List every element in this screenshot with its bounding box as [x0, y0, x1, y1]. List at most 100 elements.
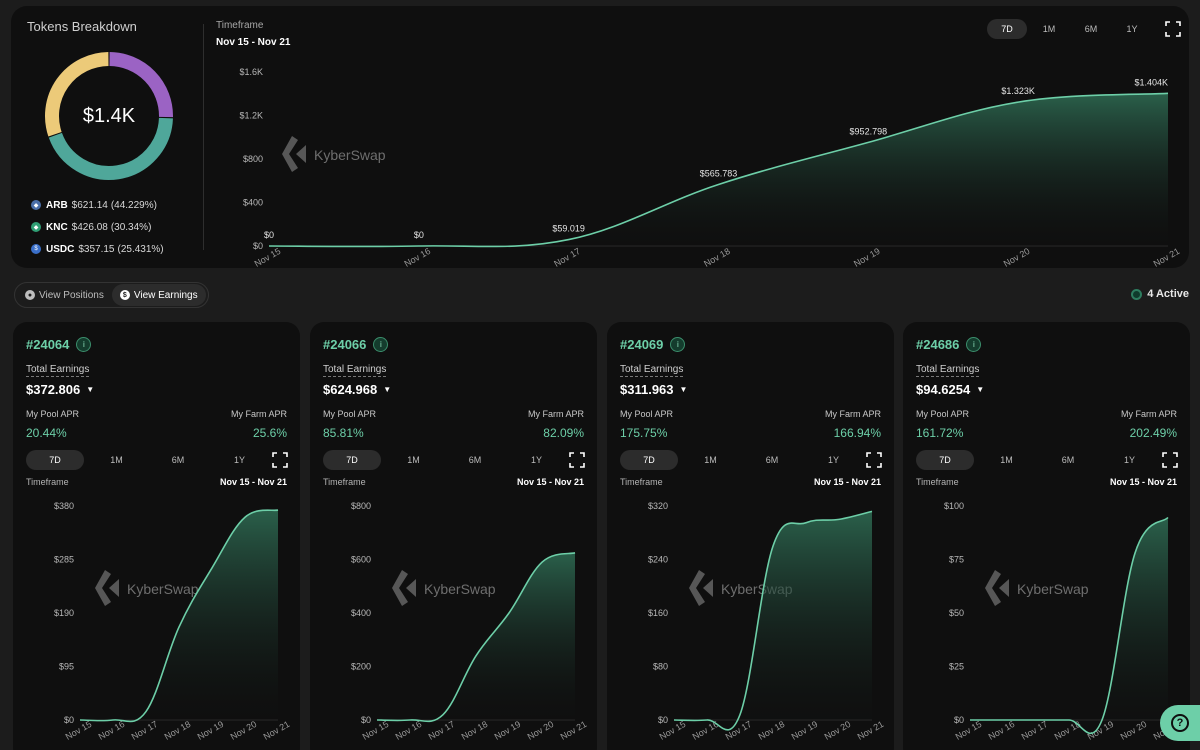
y-tick-label: $400 — [351, 608, 371, 618]
tab-1y[interactable]: 1Y — [233, 455, 245, 465]
legend-item-knc: ◆ KNC $426.08 (30.34%) — [31, 216, 164, 238]
legend-item-usdc: $ USDC $357.15 (25.431%) — [31, 238, 164, 260]
position-card: #24069 i Total Earnings $311.963 ▼ My Pool… — [607, 322, 894, 750]
expand-icon[interactable] — [866, 452, 882, 468]
tab-1m[interactable]: 1M — [1042, 24, 1056, 34]
kyberswap-logo-icon — [406, 579, 416, 597]
pool-apr-value: 85.81% — [323, 426, 364, 440]
tab-6m[interactable]: 6M — [468, 455, 482, 465]
tab-1m[interactable]: 1M — [407, 455, 420, 465]
token-symbol: KNC — [46, 221, 68, 233]
panel-divider — [203, 24, 204, 250]
y-tick-label: $320 — [648, 501, 668, 511]
tab-6m[interactable]: 6M — [1061, 455, 1075, 465]
x-tick-label: Nov 19 — [493, 719, 523, 742]
data-label: $1.323K — [1001, 86, 1035, 96]
tokens-legend: ◆ ARB $621.14 (44.229%) ◆ KNC $426.08 (3… — [31, 194, 164, 260]
tab-1y[interactable]: 1Y — [530, 455, 542, 465]
total-earnings-value[interactable]: $372.806 ▼ — [26, 382, 94, 397]
timeframe-label: Timeframe — [26, 477, 69, 487]
expand-icon[interactable] — [272, 452, 288, 468]
y-tick-label: $1.6K — [239, 67, 263, 77]
farm-apr-label: My Farm APR — [230, 409, 287, 419]
position-id[interactable]: #24066 i — [323, 337, 389, 352]
x-tick-label: Nov 16 — [987, 719, 1017, 742]
caret-down-icon[interactable]: ▼ — [679, 385, 688, 394]
expand-icon[interactable] — [569, 452, 585, 468]
info-icon[interactable]: i — [76, 337, 92, 352]
x-tick-label: Nov 17 — [130, 719, 160, 742]
token-percent: (30.34%) — [110, 221, 152, 233]
y-tick-label: $75 — [949, 555, 964, 565]
area-fill — [80, 510, 278, 722]
caret-down-icon[interactable]: ▼ — [383, 385, 392, 394]
x-tick-label: Nov 18 — [757, 719, 787, 742]
tab-7d[interactable]: 7D — [323, 450, 381, 470]
view-toggle: ● View Positions $ View Earnings — [14, 282, 209, 308]
card-timeframe-tabs: 7D 1M 6M 1Y — [620, 450, 882, 470]
farm-apr-label: My Farm APR — [1120, 409, 1177, 419]
watermark-text: KyberSwap — [1017, 581, 1089, 597]
tab-6m[interactable]: 6M — [765, 455, 779, 465]
active-positions-count: 4 Active — [1131, 288, 1189, 300]
total-earnings-value[interactable]: $94.6254 ▼ — [916, 382, 984, 397]
card-timeframe-tabs: 7D 1M 6M 1Y — [916, 450, 1178, 470]
position-id-label: #24069 — [620, 337, 664, 352]
x-tick-label: Nov 19 — [790, 719, 820, 742]
token-amount: $621.14 — [71, 199, 108, 211]
tab-6m[interactable]: 6M — [171, 455, 185, 465]
tab-1m[interactable]: 1M — [1000, 455, 1013, 465]
series-line — [673, 510, 873, 731]
kyberswap-watermark: KyberSwap — [282, 136, 386, 172]
help-button[interactable]: ? — [1160, 705, 1200, 741]
y-tick-label: $200 — [351, 662, 371, 672]
total-earnings-value[interactable]: $624.968 ▼ — [323, 382, 391, 397]
total-earnings-label: Total Earnings — [323, 364, 387, 377]
view-earnings-button[interactable]: $ View Earnings — [111, 284, 206, 306]
pool-apr-label: My Pool APR — [620, 409, 674, 419]
caret-down-icon[interactable]: ▼ — [976, 385, 985, 394]
x-tick-label: Nov 20 — [823, 719, 853, 742]
donut-slice — [45, 52, 109, 137]
area-fill — [269, 93, 1168, 247]
tab-7d[interactable]: 7D — [26, 450, 84, 470]
total-earnings-label: Total Earnings — [620, 364, 684, 377]
tab-1y[interactable]: 1Y — [827, 455, 839, 465]
total-earnings-label: Total Earnings — [26, 364, 90, 377]
tab-1y[interactable]: 1Y — [1126, 24, 1138, 34]
x-tick-label: Nov 21 — [1152, 246, 1182, 268]
kyberswap-logo-icon — [282, 136, 298, 172]
tab-7d[interactable]: 7D — [987, 19, 1027, 39]
x-tick-label: Nov 17 — [1020, 719, 1050, 742]
info-icon[interactable]: i — [670, 337, 686, 352]
tab-7d[interactable]: 7D — [916, 450, 974, 470]
tab-7d[interactable]: 7D — [620, 450, 678, 470]
x-tick-label: Nov 17 — [552, 246, 582, 268]
total-earnings-value[interactable]: $311.963 ▼ — [620, 382, 687, 397]
expand-icon[interactable] — [1162, 452, 1178, 468]
tab-1m[interactable]: 1M — [704, 455, 717, 465]
position-id[interactable]: #24064 i — [26, 337, 92, 352]
caret-down-icon[interactable]: ▼ — [86, 385, 95, 394]
info-icon[interactable]: i — [966, 337, 982, 352]
y-tick-label: $25 — [949, 662, 964, 672]
x-tick-label: Nov 16 — [97, 719, 127, 742]
tab-1m[interactable]: 1M — [110, 455, 123, 465]
y-tick-label: $240 — [648, 555, 668, 565]
y-tick-label: $50 — [949, 608, 964, 618]
tab-6m[interactable]: 6M — [1084, 24, 1098, 34]
y-tick-label: $95 — [59, 662, 74, 672]
position-id[interactable]: #24069 i — [620, 337, 686, 352]
position-id[interactable]: #24686 i — [916, 337, 982, 352]
area-fill — [970, 517, 1168, 734]
tab-1y[interactable]: 1Y — [1123, 455, 1135, 465]
x-tick-label: Nov 20 — [1119, 719, 1149, 742]
info-icon[interactable]: i — [373, 337, 389, 352]
x-tick-label: Nov 20 — [1002, 246, 1032, 268]
x-tick-label: Nov 20 — [526, 719, 556, 742]
view-positions-button[interactable]: ● View Positions — [17, 284, 112, 306]
data-label: $0 — [264, 230, 274, 240]
expand-icon[interactable] — [1165, 21, 1181, 37]
